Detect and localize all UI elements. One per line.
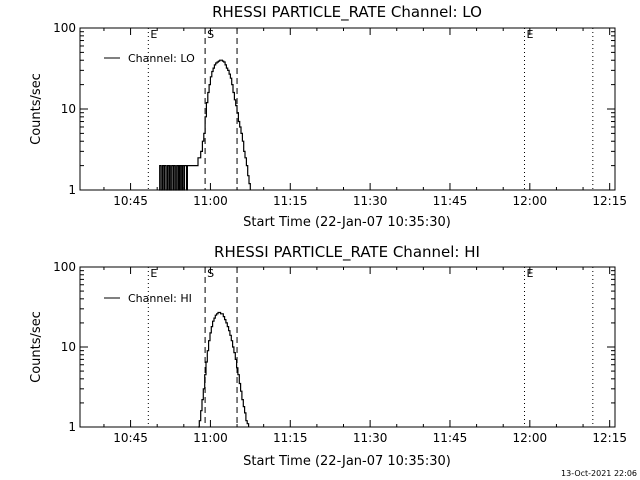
x-tick-label: 11:45 (433, 431, 468, 445)
y-tick-label: 1 (68, 420, 76, 434)
plot-title: RHESSI PARTICLE_RATE Channel: LO (212, 3, 482, 22)
panel-lo: RHESSI PARTICLE_RATE Channel: LO ESE 10:… (29, 3, 627, 230)
plot-area: ESE 10:4511:0011:1511:3011:4512:0012:15 … (53, 21, 627, 208)
event-marker-label: E (150, 28, 157, 41)
legend-entry: Channel: LO (128, 52, 195, 65)
panel-hi: RHESSI PARTICLE_RATE Channel: HI ESE 10:… (29, 243, 627, 469)
y-tick-label: 100 (53, 21, 76, 35)
x-tick-label: 11:30 (353, 431, 388, 445)
plot-frame (79, 266, 616, 428)
legend: Channel: HI (104, 292, 192, 305)
x-tick-label: 11:00 (193, 431, 228, 445)
y-tick-label: 1 (68, 183, 76, 197)
x-tick-label: 10:45 (113, 431, 148, 445)
timestamp: 13-Oct-2021 22:06 (561, 469, 637, 478)
x-tick-label: 12:00 (513, 194, 548, 208)
y-tick-label: 10 (61, 340, 76, 354)
x-tick-label: 11:15 (273, 431, 308, 445)
x-tick-label: 11:00 (193, 194, 228, 208)
x-axis-label: Start Time (22-Jan-07 10:35:30) (243, 454, 451, 469)
plot-title: RHESSI PARTICLE_RATE Channel: HI (214, 243, 480, 262)
series-line (198, 311, 250, 428)
series-line (159, 59, 251, 191)
x-tick-label: 12:15 (592, 194, 627, 208)
x-tick-label: 10:45 (113, 194, 148, 208)
legend-entry: Channel: HI (128, 292, 192, 305)
plot-area: ESE 10:4511:0011:1511:3011:4512:0012:15 … (53, 260, 627, 445)
y-tick-label: 100 (53, 260, 76, 274)
x-tick-label: 11:45 (433, 194, 468, 208)
y-axis-label: Counts/sec (29, 311, 44, 383)
y-tick-label: 10 (61, 102, 76, 116)
x-tick-label: 11:15 (273, 194, 308, 208)
y-axis-label: Counts/sec (29, 73, 44, 145)
x-tick-label: 12:15 (592, 431, 627, 445)
x-tick-label: 12:00 (513, 431, 548, 445)
event-marker-label: E (150, 267, 157, 280)
legend: Channel: LO (104, 52, 195, 65)
x-tick-label: 11:30 (353, 194, 388, 208)
x-axis-label: Start Time (22-Jan-07 10:35:30) (243, 215, 451, 230)
